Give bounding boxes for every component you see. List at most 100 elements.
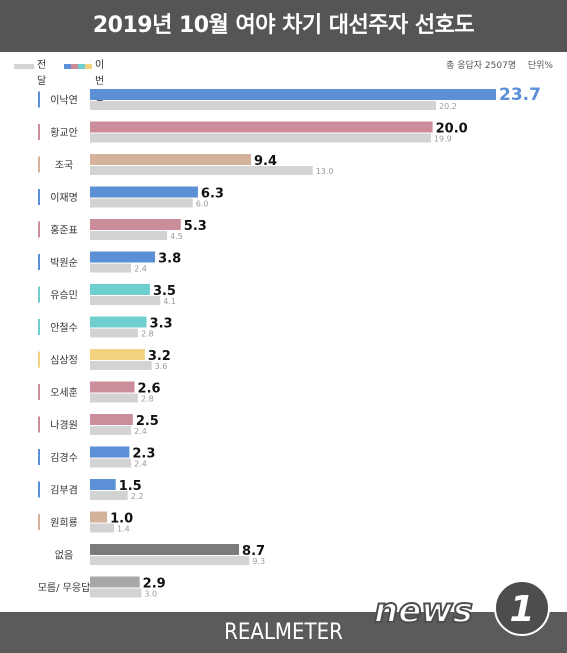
category-marker bbox=[38, 481, 40, 498]
previous-value-label: 2.8 bbox=[141, 330, 154, 339]
previous-value-label: 4.5 bbox=[170, 232, 183, 241]
current-value-label: 20.0 bbox=[436, 122, 468, 137]
previous-month-bar bbox=[90, 523, 114, 533]
category-marker bbox=[38, 514, 40, 530]
previous-value-label: 9.3 bbox=[252, 557, 265, 566]
legend-current-swatch bbox=[64, 64, 92, 69]
previous-value-label: 4.1 bbox=[163, 297, 176, 306]
category-label: 황교안 bbox=[50, 127, 78, 139]
previous-month-bar bbox=[90, 361, 152, 370]
category-label: 이낙연 bbox=[50, 95, 78, 107]
previous-month-bar bbox=[90, 296, 161, 305]
category-marker bbox=[38, 124, 40, 140]
previous-month-bar bbox=[90, 133, 431, 143]
category-label: 김부겸 bbox=[50, 485, 78, 497]
category-marker bbox=[38, 189, 40, 205]
news-logo-circle bbox=[494, 580, 550, 636]
previous-value-label: 19.9 bbox=[434, 135, 452, 144]
previous-month-bar bbox=[90, 263, 132, 273]
current-value-label: 6.3 bbox=[201, 187, 224, 202]
survey-note: 총 응답자 2507명 단위% bbox=[446, 58, 553, 74]
current-month-bar bbox=[90, 121, 433, 133]
title-banner bbox=[0, 0, 567, 52]
current-month-bar bbox=[90, 89, 496, 100]
legend-previous-swatch bbox=[14, 64, 34, 69]
legend-previous-label: 전달 bbox=[37, 60, 47, 87]
previous-value-label: 20.2 bbox=[439, 102, 457, 111]
current-value-label: 3.5 bbox=[153, 284, 176, 299]
current-value-label: 1.5 bbox=[119, 479, 142, 494]
category-marker bbox=[38, 319, 40, 335]
previous-value-label: 13.0 bbox=[316, 167, 334, 176]
previous-month-bar bbox=[90, 328, 138, 338]
current-value-label: 23.7 bbox=[499, 85, 541, 105]
previous-value-label: 2.4 bbox=[134, 460, 147, 469]
previous-value-label: 2.4 bbox=[134, 427, 147, 436]
category-label: 박원순 bbox=[50, 257, 78, 269]
previous-month-bar bbox=[90, 393, 138, 403]
category-marker bbox=[38, 351, 40, 368]
current-month-bar bbox=[90, 414, 133, 425]
current-value-label: 3.3 bbox=[150, 317, 173, 332]
current-value-label: 3.2 bbox=[148, 349, 171, 364]
current-month-bar bbox=[90, 544, 240, 555]
current-month-bar bbox=[90, 251, 156, 263]
current-value-label: 3.8 bbox=[158, 252, 181, 267]
category-marker bbox=[38, 416, 40, 433]
previous-value-label: 3.6 bbox=[155, 362, 168, 371]
news-logo-text: news bbox=[374, 591, 473, 631]
category-marker bbox=[38, 449, 40, 465]
previous-value-label: 6.0 bbox=[196, 200, 209, 209]
bar-chart: 이낙연 23.7 20.2 황교안 20.019.9 조국 9.4 13.0 이재명 6.36.0… bbox=[38, 85, 541, 599]
category-label: 심상정 bbox=[50, 355, 78, 367]
category-marker bbox=[38, 156, 40, 173]
previous-value-label: 2.8 bbox=[141, 395, 154, 404]
footer-banner bbox=[0, 612, 567, 653]
chart-title: 2019년 10월 여야 차기 대선주자 선호도 bbox=[92, 13, 475, 38]
news-logo-digit: 1 bbox=[509, 589, 534, 630]
current-month-bar bbox=[90, 511, 108, 523]
current-value-label: 2.9 bbox=[143, 577, 166, 592]
current-value-label: 2.3 bbox=[132, 447, 155, 462]
category-label: 원희룡 bbox=[50, 517, 78, 529]
category-label: 홍준표 bbox=[50, 224, 78, 237]
category-label: 오세훈 bbox=[50, 386, 78, 399]
category-marker bbox=[38, 221, 40, 238]
category-label: 모름/ 무응답 bbox=[38, 582, 91, 594]
current-month-bar bbox=[90, 186, 198, 198]
category-label: 안철수 bbox=[50, 322, 78, 334]
category-marker bbox=[38, 91, 40, 108]
unit-note: 단위% bbox=[527, 61, 553, 71]
current-month-bar bbox=[90, 154, 252, 165]
current-month-bar bbox=[90, 284, 150, 295]
previous-value-label: 1.4 bbox=[117, 525, 130, 534]
previous-month-bar bbox=[90, 198, 193, 208]
previous-value-label: 3.0 bbox=[144, 590, 157, 599]
current-value-label: 9.4 bbox=[254, 154, 277, 169]
category-label: 김경수 bbox=[50, 451, 78, 464]
category-label: 유승민 bbox=[50, 290, 78, 302]
current-value-label: 2.6 bbox=[138, 382, 161, 397]
news1-logo: news 1 bbox=[373, 580, 550, 636]
category-marker bbox=[38, 286, 40, 303]
previous-month-bar bbox=[90, 426, 132, 435]
brand-name: REALMETER bbox=[224, 620, 343, 645]
previous-month-bar bbox=[90, 101, 437, 110]
previous-value-label: 2.4 bbox=[134, 265, 147, 274]
current-value-label: 8.7 bbox=[242, 544, 265, 559]
category-marker bbox=[38, 384, 40, 400]
current-month-bar bbox=[90, 349, 145, 360]
previous-month-bar bbox=[90, 458, 132, 468]
category-marker bbox=[38, 254, 40, 270]
current-value-label: 1.0 bbox=[110, 512, 133, 527]
category-label: 나경원 bbox=[50, 419, 78, 432]
sample-size-note: 총 응답자 2507명 bbox=[446, 61, 517, 71]
category-label: 이재명 bbox=[50, 192, 78, 204]
current-month-bar bbox=[90, 381, 135, 393]
current-month-bar bbox=[90, 479, 116, 490]
previous-value-label: 2.2 bbox=[131, 492, 144, 501]
category-label: 없음 bbox=[55, 549, 73, 562]
previous-month-bar bbox=[90, 491, 128, 500]
previous-month-bar bbox=[90, 588, 142, 598]
